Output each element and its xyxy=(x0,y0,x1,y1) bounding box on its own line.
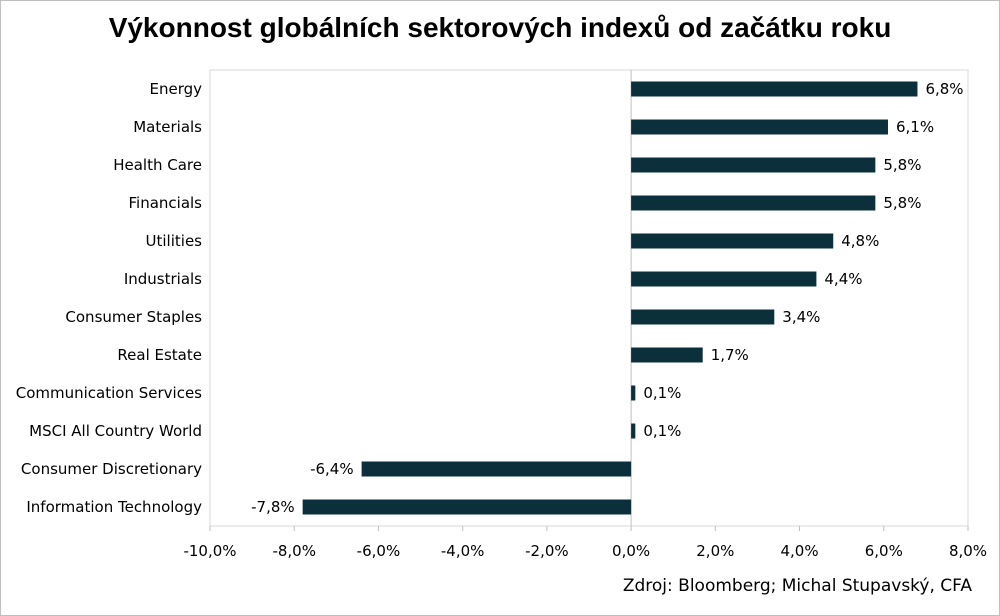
data-label: 4,4% xyxy=(824,270,862,288)
bar xyxy=(631,119,888,135)
category-label: Consumer Discretionary xyxy=(21,460,202,478)
data-label: 6,1% xyxy=(896,118,934,136)
category-label: MSCI All Country World xyxy=(29,422,202,440)
category-label: Real Estate xyxy=(117,346,202,364)
x-tick-label: 6,0% xyxy=(865,542,903,560)
x-tick-label: -4,0% xyxy=(441,542,485,560)
category-label: Information Technology xyxy=(26,498,202,516)
category-label: Communication Services xyxy=(16,384,202,402)
data-label: 4,8% xyxy=(841,232,879,250)
bar xyxy=(631,157,876,173)
data-label: 6,8% xyxy=(925,80,963,98)
data-label: 1,7% xyxy=(711,346,749,364)
category-label: Consumer Staples xyxy=(65,308,202,326)
category-label: Health Care xyxy=(113,156,202,174)
x-tick-label: -6,0% xyxy=(357,542,401,560)
bar xyxy=(631,195,876,211)
x-tick-label: -10,0% xyxy=(183,542,236,560)
x-tick-label: 2,0% xyxy=(696,542,734,560)
data-label: 0,1% xyxy=(643,384,681,402)
bar xyxy=(302,499,632,515)
x-tick-label: 8,0% xyxy=(949,542,987,560)
bar xyxy=(631,81,918,97)
category-label: Industrials xyxy=(124,270,202,288)
plot-area xyxy=(209,69,969,527)
bar xyxy=(631,309,775,325)
bar xyxy=(631,385,636,401)
x-tick-label: -2,0% xyxy=(525,542,569,560)
category-label: Financials xyxy=(129,194,203,212)
source-note: Zdroj: Bloomberg; Michal Stupavský, CFA xyxy=(622,576,972,596)
chart-title: Výkonnost globálních sektorových indexů … xyxy=(108,12,892,43)
bar xyxy=(631,423,636,439)
x-tick-label: 0,0% xyxy=(612,542,650,560)
x-tick-label: 4,0% xyxy=(781,542,819,560)
data-label: 5,8% xyxy=(883,194,921,212)
category-label: Materials xyxy=(133,118,202,136)
data-label: 0,1% xyxy=(643,422,681,440)
bar xyxy=(631,233,834,249)
x-tick-label: -8,0% xyxy=(272,542,316,560)
bar xyxy=(631,271,817,287)
data-label: 5,8% xyxy=(883,156,921,174)
data-label: -6,4% xyxy=(310,460,354,478)
bar xyxy=(631,347,703,363)
data-label: -7,8% xyxy=(251,498,295,516)
category-label: Energy xyxy=(149,80,202,98)
data-label: 3,4% xyxy=(782,308,820,326)
category-label: Utilities xyxy=(146,232,203,250)
bar xyxy=(361,461,632,477)
